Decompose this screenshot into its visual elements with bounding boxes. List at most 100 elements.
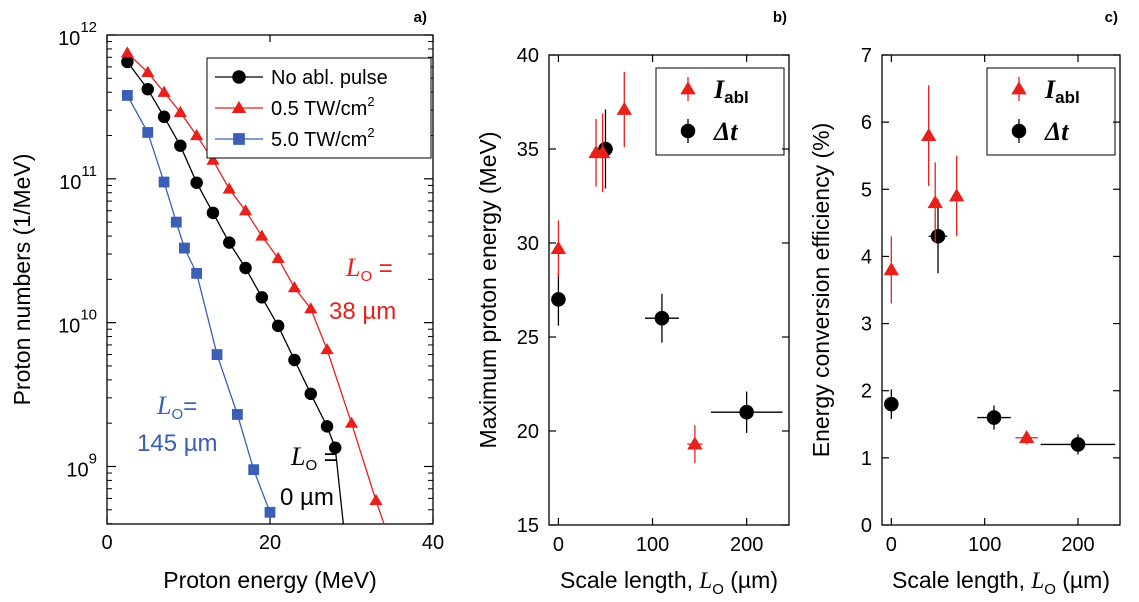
legend-marker-a <box>232 70 246 84</box>
data-point-a <box>328 441 342 454</box>
legend-label-b: Iabl <box>713 75 749 107</box>
legend-label-c: Iabl <box>1044 75 1080 107</box>
x-tick-label-c: 0 <box>886 534 897 556</box>
y-tick-label-a: 1012 <box>58 19 97 50</box>
annotation-rest: = <box>317 444 338 471</box>
y-tick-exp: 12 <box>80 19 97 36</box>
data-point-a <box>170 216 182 228</box>
annotation-sub: O <box>305 457 317 474</box>
y-tick-label-b: 15 <box>517 515 539 537</box>
data-point-c <box>920 127 937 141</box>
data-point-a <box>206 206 220 220</box>
x-axis-label-italic: L <box>1030 568 1044 593</box>
data-point-a <box>211 349 223 360</box>
data-point-a <box>255 291 269 304</box>
data-point-c <box>948 188 965 202</box>
data-point-a <box>206 153 220 165</box>
legend-label-text: No abl. pulse <box>271 67 388 89</box>
panel-label-a: a) <box>414 9 427 26</box>
y-tick-label-b: 40 <box>517 45 539 67</box>
data-point-b <box>594 145 611 159</box>
data-point-c <box>930 229 946 244</box>
data-point-b <box>687 436 703 450</box>
x-axis-label-sub: O <box>712 581 724 598</box>
legend-italic: Δt <box>1044 117 1069 146</box>
data-point-a <box>179 242 190 254</box>
data-point-a <box>264 506 276 518</box>
data-point-a <box>121 90 133 101</box>
legend-b <box>655 67 785 156</box>
annotation-italic: L <box>156 391 171 420</box>
y-tick-base: 10 <box>58 316 80 338</box>
data-point-a <box>255 229 269 241</box>
y-tick-label-c: 6 <box>861 112 872 134</box>
y-tick-label-a: 1010 <box>58 307 97 338</box>
annotation-sub: O <box>171 406 183 423</box>
panel-c: 0 100 200 0 1 2 3 4 5 6 7 Scale length, LO (µm) Ener… <box>808 9 1121 598</box>
data-point-a <box>173 105 187 117</box>
legend-sub: abl <box>1055 88 1080 107</box>
y-tick-base: 10 <box>66 459 88 481</box>
legend-marker-b <box>680 81 696 95</box>
data-point-a <box>174 139 187 152</box>
legend-label-base: 0.5 TW/cm <box>271 98 367 120</box>
annotation-a: LO= <box>156 391 197 423</box>
series-tail-a <box>334 447 344 525</box>
x-axis-label-a: Proton energy (MeV) <box>163 567 376 593</box>
x-axis-label-unit: (µm) <box>1056 567 1110 593</box>
annotation-rest: = <box>372 255 393 282</box>
legend-label-sup: 2 <box>367 94 374 109</box>
data-point-a <box>120 46 134 58</box>
legend-sub: abl <box>724 88 749 107</box>
legend-c <box>986 67 1116 156</box>
x-tick-label-c: 100 <box>968 534 1001 556</box>
legend-label-a: 0.5 TW/cm2 <box>271 94 375 120</box>
panel-label-b: b) <box>773 9 787 26</box>
legend-label-a: 5.0 TW/cm2 <box>271 125 375 151</box>
y-tick-exp: 11 <box>81 163 97 180</box>
legend-label-base: 5.0 TW/cm <box>271 129 367 151</box>
y-tick-base: 10 <box>58 28 80 50</box>
data-point-c <box>884 396 899 412</box>
data-point-a <box>223 236 236 249</box>
y-tick-label-a: 109 <box>66 450 97 481</box>
legend-label-c: Δt <box>1044 117 1069 146</box>
data-point-a <box>344 416 359 428</box>
annotation-italic: L <box>345 253 360 282</box>
data-point-a <box>320 420 334 433</box>
data-point-a <box>288 353 301 367</box>
data-point-a <box>191 267 203 279</box>
data-point-c <box>927 195 943 209</box>
y-tick-label-a: 1011 <box>59 163 97 194</box>
y-tick-label-b: 35 <box>517 139 539 161</box>
y-tick-exp: 10 <box>80 307 97 324</box>
panel-b: 0 100 200 15 20 25 30 35 40 Scale length, LO (µm)… <box>475 9 790 598</box>
data-point-a <box>271 319 285 333</box>
x-tick-label-c: 200 <box>1061 534 1094 556</box>
x-axis-label-sub: O <box>1044 581 1056 598</box>
legend-marker-a <box>233 133 245 145</box>
data-point-a <box>142 127 154 138</box>
data-point-b <box>654 310 670 326</box>
y-tick-label-c: 4 <box>861 246 872 268</box>
y-tick-base: 10 <box>59 172 81 194</box>
y-tick-label-c: 5 <box>861 179 872 201</box>
y-tick-label-b: 25 <box>517 327 539 349</box>
legend-marker-c <box>1011 123 1027 139</box>
y-tick-label-c: 7 <box>861 45 872 67</box>
x-axis-label-italic: L <box>698 568 712 593</box>
data-point-b <box>739 404 754 420</box>
y-axis-label-a: Proton numbers (1/MeV) <box>9 154 35 406</box>
data-point-b <box>551 292 566 307</box>
data-point-a <box>157 85 171 97</box>
data-point-a <box>239 261 252 275</box>
annotation-rest: = <box>183 393 197 420</box>
data-point-c <box>883 262 900 276</box>
legend-label-a: No abl. pulse <box>271 67 388 89</box>
data-point-c <box>1070 437 1086 452</box>
legend-italic: Δt <box>713 117 738 146</box>
data-point-b <box>550 240 567 255</box>
data-point-a <box>121 55 134 69</box>
